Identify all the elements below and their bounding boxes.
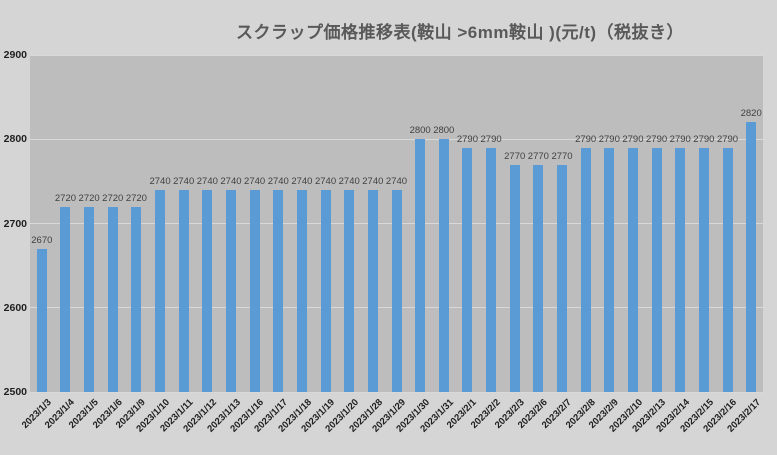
bar-2023/1/5	[84, 206, 95, 392]
y-tick-label: 2700	[3, 217, 27, 230]
data-label: 2740	[362, 175, 384, 187]
y-tick-label: 2900	[3, 49, 27, 61]
data-label: 2800	[409, 125, 431, 137]
gridline-y-2900	[30, 54, 763, 56]
bar-2023/1/9	[131, 206, 142, 392]
bar-2023/2/10	[627, 147, 638, 392]
bar-2023/1/28	[367, 189, 378, 392]
bar-2023/2/1	[462, 147, 473, 392]
data-label: 2720	[125, 192, 147, 204]
data-label: 2720	[78, 192, 100, 204]
data-label: 2740	[244, 175, 266, 187]
bar-2023/2/17	[746, 122, 757, 392]
bar-2023/1/3	[36, 248, 47, 392]
bar-2023/2/7	[557, 164, 568, 392]
data-label: 2740	[314, 175, 337, 187]
gridline-y-2500	[30, 391, 763, 393]
bar-2023/2/15	[698, 147, 709, 392]
data-label: 2790	[669, 133, 691, 145]
data-label: 2790	[646, 133, 668, 145]
data-label: 2740	[149, 175, 171, 187]
bar-2023/2/9	[604, 147, 615, 392]
plot-area: 2670 2720 2720 2720 2720 2740 2740 2740 2740 2740…	[30, 54, 763, 393]
bar-2023/1/16	[249, 189, 260, 392]
bar-2023/1/6	[107, 206, 118, 392]
data-label: 2790	[575, 133, 597, 145]
bar-2023/2/2	[486, 147, 497, 392]
bar-2023/2/13	[651, 147, 662, 392]
data-label: 2740	[338, 175, 360, 187]
y-tick-label: 2800	[3, 133, 27, 146]
data-label: 2790	[456, 133, 478, 145]
data-label: 2720	[54, 192, 77, 204]
data-label: 2740	[173, 175, 195, 187]
data-label: 2740	[196, 175, 218, 187]
data-label: 2770	[527, 150, 549, 162]
y-tick-label: 2600	[3, 301, 27, 314]
data-label: 2790	[598, 133, 620, 145]
bar-2023/1/20	[344, 189, 355, 392]
bar-2023/2/16	[722, 147, 733, 392]
data-label: 2790	[480, 133, 502, 145]
data-label: 2720	[102, 192, 124, 204]
bar-2023/1/18	[296, 189, 307, 392]
bar-2023/1/31	[438, 139, 449, 392]
bar-2023/1/13	[225, 189, 236, 392]
bar-2023/1/30	[415, 139, 426, 392]
bar-2023/1/29	[391, 189, 402, 392]
bar-2023/1/19	[320, 189, 331, 392]
gridline-y-2800	[30, 138, 763, 140]
data-label: 2770	[551, 150, 573, 162]
bar-2023/2/6	[533, 164, 544, 392]
data-label: 2800	[433, 125, 455, 137]
bar-2023/1/17	[273, 189, 284, 392]
y-tick-label: 2500	[3, 386, 27, 398]
data-label: 2740	[291, 175, 313, 187]
chart-title: スクラップ価格推移表(鞍山 >6mm鞍山 )(元/t)（税抜き）	[235, 23, 685, 42]
bar-2023/1/12	[202, 189, 213, 392]
data-label: 2790	[622, 133, 644, 145]
bar-2023/2/3	[509, 164, 520, 392]
bar-2023/1/11	[178, 189, 189, 392]
data-label: 2670	[31, 234, 53, 246]
bar-2023/1/4	[60, 206, 71, 392]
data-label: 2790	[716, 133, 739, 145]
data-label: 2740	[267, 175, 289, 187]
data-label: 2790	[693, 133, 715, 145]
bar-2023/1/10	[155, 189, 166, 392]
bar-2023/2/14	[675, 147, 686, 392]
data-label: 2740	[220, 175, 242, 187]
bar-2023/2/8	[580, 147, 591, 392]
data-label: 2740	[385, 175, 408, 187]
data-label: 2770	[504, 150, 526, 162]
data-label: 2820	[740, 108, 762, 120]
